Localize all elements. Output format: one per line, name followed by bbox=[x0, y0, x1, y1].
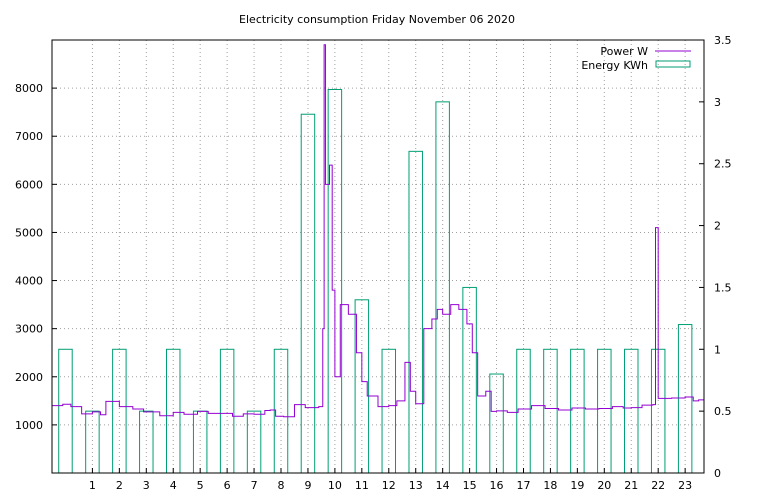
y-left-tick-label: 8000 bbox=[15, 82, 43, 95]
legend-power-label: Power W bbox=[600, 45, 648, 58]
y-left-tick-label: 2000 bbox=[15, 371, 43, 384]
x-tick-label: 23 bbox=[678, 479, 692, 492]
energy-bar bbox=[570, 348, 585, 474]
x-tick-label: 12 bbox=[382, 479, 396, 492]
x-tick-label: 9 bbox=[304, 479, 311, 492]
x-tick-label: 2 bbox=[116, 479, 123, 492]
x-tick-label: 3 bbox=[143, 479, 150, 492]
y-left-tick-label: 7000 bbox=[15, 130, 43, 143]
x-tick-label: 22 bbox=[651, 479, 665, 492]
power-line bbox=[52, 44, 705, 418]
energy-bar bbox=[112, 348, 127, 474]
grid bbox=[52, 40, 704, 473]
x-tick-label: 4 bbox=[170, 479, 177, 492]
x-tick-label: 15 bbox=[463, 479, 477, 492]
legend-energy-label: Energy KWh bbox=[581, 59, 648, 72]
energy-bar bbox=[219, 348, 235, 474]
y-left-tick-label: 6000 bbox=[15, 178, 43, 191]
x-tick-label: 17 bbox=[516, 479, 530, 492]
energy-bar bbox=[58, 348, 73, 474]
energy-bar bbox=[327, 88, 343, 474]
y-left-tick-label: 1000 bbox=[15, 419, 43, 432]
x-tick-label: 7 bbox=[251, 479, 258, 492]
x-tick-label: 5 bbox=[197, 479, 204, 492]
energy-bar bbox=[273, 348, 289, 474]
y-right-tick-label: 1.5 bbox=[714, 281, 732, 294]
y-right-tick-label: 0.5 bbox=[714, 405, 732, 418]
energy-bar bbox=[354, 299, 370, 474]
x-tick-label: 16 bbox=[490, 479, 504, 492]
energy-bar bbox=[435, 101, 450, 474]
y-left-tick-label: 4000 bbox=[15, 275, 43, 288]
chart-title: Electricity consumption Friday November … bbox=[239, 13, 515, 26]
y-left-tick-label: 5000 bbox=[15, 226, 43, 239]
x-tick-label: 6 bbox=[224, 479, 231, 492]
legend-energy-swatch bbox=[655, 60, 691, 68]
y-right-tick-label: 2.5 bbox=[714, 158, 732, 171]
x-tick-label: 19 bbox=[570, 479, 584, 492]
energy-bar bbox=[677, 324, 693, 474]
y-right-tick-label: 2 bbox=[714, 220, 721, 233]
energy-bar bbox=[516, 348, 531, 474]
energy-bar bbox=[543, 348, 558, 474]
energy-bar bbox=[381, 348, 397, 474]
y-right-tick-label: 0 bbox=[714, 467, 721, 480]
y-right-tick-label: 3 bbox=[714, 96, 721, 109]
y-right-tick-label: 3.5 bbox=[714, 34, 732, 47]
x-tick-label: 10 bbox=[328, 479, 342, 492]
x-tick-label: 18 bbox=[543, 479, 557, 492]
plot-frame bbox=[51, 39, 705, 474]
energy-series bbox=[58, 88, 693, 474]
x-axis: 1 2 3 4 5 6 7 8 9 10 11 12 13 14 15 16 17 18 19 20 21 22 23 bbox=[89, 468, 692, 492]
x-tick-label: 21 bbox=[624, 479, 638, 492]
x-tick-label: 1 bbox=[89, 479, 96, 492]
x-tick-label: 11 bbox=[355, 479, 369, 492]
x-tick-label: 13 bbox=[409, 479, 423, 492]
y-axis-left: 1000 2000 3000 4000 5000 6000 7000 8000 bbox=[15, 82, 57, 432]
legend: Power W Energy KWh bbox=[581, 45, 691, 72]
x-tick-label: 20 bbox=[597, 479, 611, 492]
x-tick-label: 8 bbox=[278, 479, 285, 492]
y-axis-right: 0 0.5 1 1.5 2 2.5 3 3.5 bbox=[699, 34, 732, 480]
y-left-tick-label: 3000 bbox=[15, 323, 43, 336]
power-series bbox=[52, 44, 705, 418]
energy-bar bbox=[597, 348, 612, 474]
y-right-tick-label: 1 bbox=[714, 343, 721, 356]
x-tick-label: 14 bbox=[436, 479, 450, 492]
energy-bar bbox=[624, 348, 639, 474]
energy-bar bbox=[166, 348, 181, 474]
